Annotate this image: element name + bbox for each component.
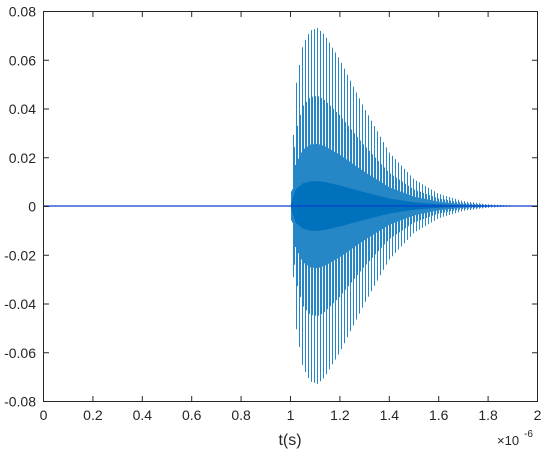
- x-tick-label: 0: [40, 407, 48, 423]
- y-tick-label: 0.04: [9, 101, 36, 117]
- x-tick-label: 1.6: [429, 407, 449, 423]
- y-tick-label: 0.08: [9, 4, 36, 20]
- plot-area: [43, 28, 537, 384]
- x-tick-label: 2: [534, 407, 542, 423]
- x-tick-label: 1.2: [330, 407, 350, 423]
- x-tick-label: 0.6: [182, 407, 202, 423]
- y-tick-label: 0.02: [9, 150, 36, 166]
- x-tick-label: 0.4: [133, 407, 153, 423]
- x-axis-label: t(s): [278, 432, 301, 449]
- x-exponent-power: -6: [524, 429, 533, 440]
- y-tick-label: -0.06: [4, 345, 36, 361]
- y-tick-label: 0: [28, 199, 36, 215]
- x-tick-label: 1: [287, 407, 295, 423]
- y-tick-label: -0.04: [4, 296, 36, 312]
- y-tick-label: -0.02: [4, 247, 36, 263]
- x-tick-label: 1.8: [478, 407, 498, 423]
- x-tick-label: 1.4: [380, 407, 400, 423]
- x-exponent-base: ×10: [497, 433, 519, 448]
- axes: 0 0.2 0.4 0.6 0.8 1 1.2 1.4 1.6 1.8 2 -0.08 -0.06 -0.…: [4, 4, 542, 424]
- x-tick-label: 0.2: [83, 407, 103, 423]
- x-exponent-label: ×10 -6: [497, 429, 533, 448]
- y-tick-label: -0.08: [4, 394, 36, 410]
- y-tick-label: 0.06: [9, 52, 36, 68]
- x-tick-label: 0.8: [231, 407, 251, 423]
